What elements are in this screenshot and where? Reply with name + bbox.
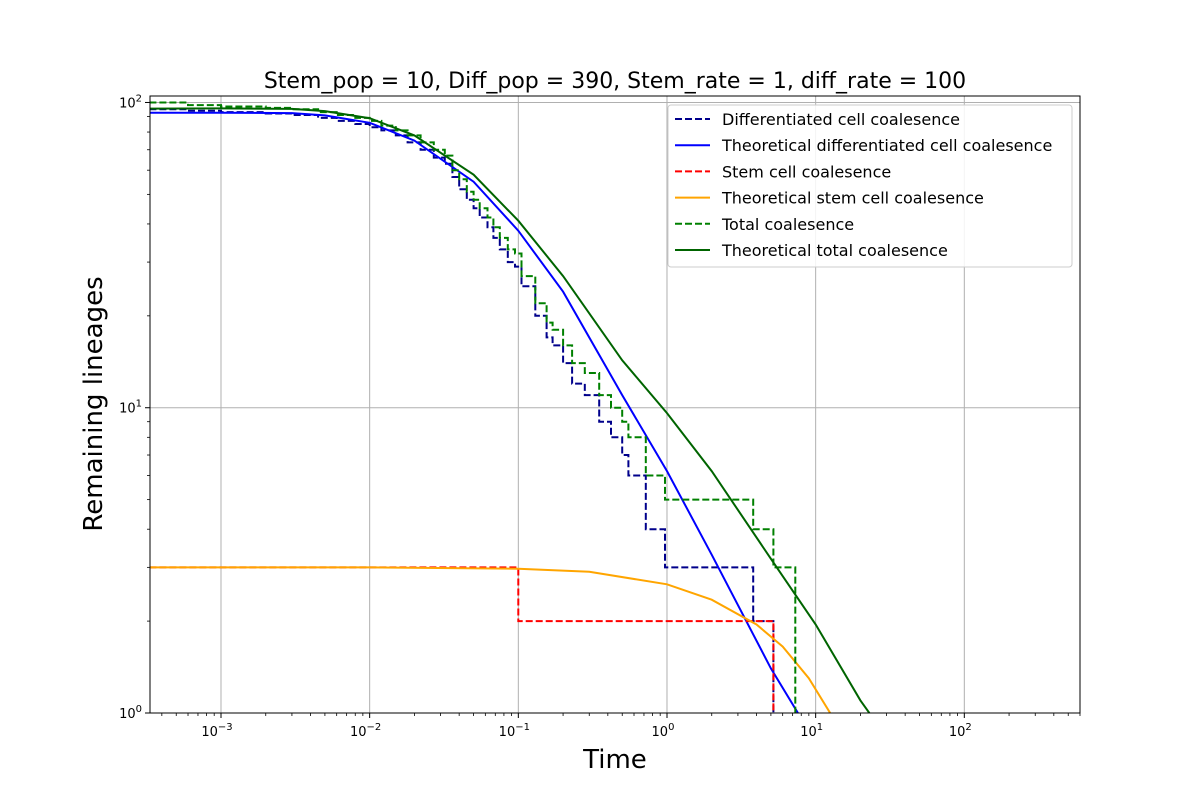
legend: Differentiated cell coalesence Theoretica… — [668, 105, 1072, 267]
x-axis-label: Time — [582, 745, 647, 775]
y-axis-label: Remaining lineages — [79, 276, 109, 531]
legend-label: Differentiated cell coalesence — [722, 110, 960, 129]
legend-label: Theoretical total coalesence — [721, 241, 948, 260]
legend-label: Theoretical differentiated cell coalesen… — [721, 136, 1052, 155]
chart-title: Stem_pop = 10, Diff_pop = 390, Stem_rate… — [264, 69, 966, 94]
legend-label: Theoretical stem cell coalesence — [721, 189, 984, 208]
legend-label: Stem cell coalesence — [722, 162, 891, 181]
legend-label: Total coalesence — [721, 215, 854, 234]
